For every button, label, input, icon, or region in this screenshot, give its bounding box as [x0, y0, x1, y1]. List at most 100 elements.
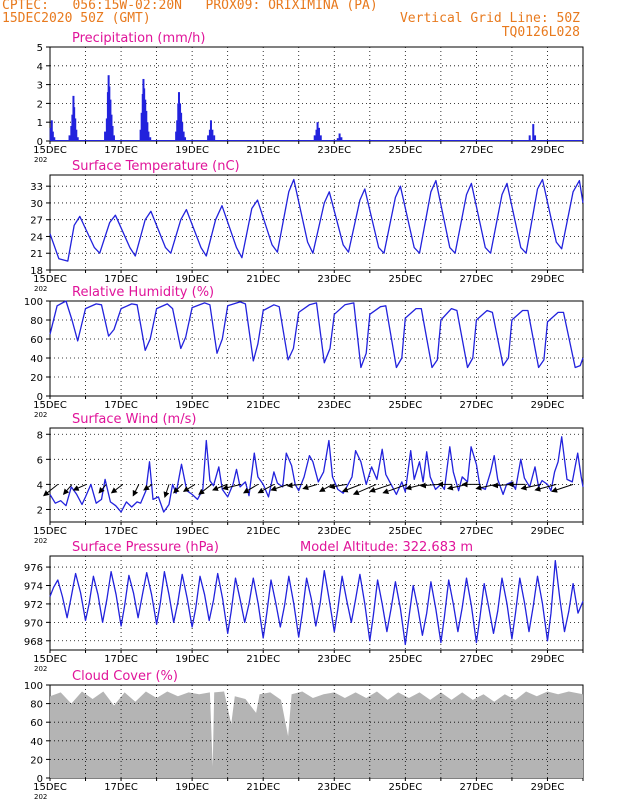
precip-bar — [104, 131, 107, 141]
precip-bar — [336, 138, 339, 141]
y-tick-label: 2 — [37, 99, 43, 110]
x-year-label: 202 — [34, 665, 47, 673]
x-tick-label: 25DEC — [388, 145, 422, 156]
x-tick-label: 17DEC — [104, 274, 138, 285]
panel-surface_temperature: 18 21 24 27 30 33 15DEC 17DEC 19DEC 21DEC 23DEC 25D… — [30, 159, 584, 293]
x-tick-label: 27DEC — [460, 782, 494, 793]
precip-bar — [74, 118, 77, 141]
y-tick-label: 5 — [37, 43, 43, 54]
x-tick-label: 15DEC — [33, 654, 67, 665]
wind-vector — [551, 483, 574, 493]
x-tick-label: 23DEC — [317, 782, 351, 793]
precip-bar — [112, 135, 115, 141]
x-tick-label: 27DEC — [460, 145, 494, 156]
precip-bar — [316, 122, 319, 141]
panel-title: Precipitation (mm/h) — [72, 31, 205, 46]
x-tick-label: 19DEC — [175, 782, 209, 793]
y-tick-label: 20 — [30, 373, 43, 384]
x-year-label: 202 — [34, 411, 47, 419]
wind-vector — [419, 482, 440, 489]
wind-vector — [286, 482, 302, 489]
x-tick-label: 17DEC — [104, 526, 138, 537]
plot-frame — [49, 46, 584, 142]
plot-frame — [49, 427, 584, 523]
wind-vector — [110, 483, 124, 494]
precip-bar — [176, 120, 179, 141]
wind-vector — [382, 483, 408, 494]
panel-title: Cloud Cover (%) — [72, 669, 178, 684]
x-tick-label: 15DEC — [33, 782, 67, 793]
x-tick-label: 21DEC — [246, 654, 280, 665]
panel-precipitation: 0 1 2 3 4 5 15DEC 17DEC 19DEC 21DEC 23DEC 25DEC 27DE… — [33, 31, 584, 164]
wind-vector — [198, 484, 212, 495]
wind-vector — [62, 484, 73, 495]
x-tick-label: 25DEC — [388, 400, 422, 411]
wind-vector — [143, 483, 153, 491]
series-line-surface_temperature — [49, 178, 584, 262]
wind-vector — [132, 484, 140, 497]
wind-vector — [328, 483, 347, 490]
precip-bar — [182, 131, 185, 141]
wind-vector — [221, 483, 242, 491]
y-tick-label: 970 — [24, 618, 43, 629]
x-tick-label: 29DEC — [531, 526, 565, 537]
panel-title: Surface Pressure (hPa) — [72, 540, 219, 555]
x-tick-label: 19DEC — [175, 526, 209, 537]
wind-vector — [369, 483, 392, 493]
y-tick-label: 40 — [30, 354, 43, 365]
precip-bar — [179, 103, 182, 141]
header-grid-line-label: Vertical Grid Line: 50Z — [399, 11, 580, 26]
panel-title: Surface Temperature (nC) — [72, 159, 240, 174]
x-tick-label: 23DEC — [317, 274, 351, 285]
wind-vector — [72, 483, 87, 491]
precip-bar — [111, 125, 114, 141]
y-tick-label: 40 — [30, 737, 43, 748]
x-tick-label: 19DEC — [175, 274, 209, 285]
x-tick-label: 23DEC — [317, 145, 351, 156]
precip-bar — [532, 124, 535, 141]
y-tick-label: 6 — [37, 455, 43, 466]
series-line-surface_pressure — [49, 559, 584, 646]
x-tick-label: 23DEC — [317, 654, 351, 665]
wind-vector — [182, 483, 196, 492]
x-tick-label: 15DEC — [33, 526, 67, 537]
plot-frame — [49, 174, 584, 271]
x-tick-label: 27DEC — [460, 274, 494, 285]
x-tick-label: 15DEC — [33, 145, 67, 156]
precip-bar — [53, 137, 56, 141]
x-tick-label: 25DEC — [388, 274, 422, 285]
precip-bar — [139, 129, 142, 141]
precip-bar — [181, 122, 184, 141]
y-tick-label: 2 — [37, 505, 43, 516]
y-tick-label: 18 — [30, 266, 43, 277]
precip-bar — [177, 92, 180, 141]
y-tick-label: 0 — [37, 774, 43, 785]
x-tick-label: 17DEC — [104, 654, 138, 665]
precip-bar — [184, 137, 187, 141]
x-tick-label: 17DEC — [104, 782, 138, 793]
precip-bar — [149, 137, 152, 141]
precip-bar — [145, 110, 148, 141]
wind-vector — [520, 483, 542, 491]
y-tick-label: 4 — [37, 480, 43, 491]
precip-bar — [49, 127, 52, 141]
precip-bar — [73, 107, 76, 141]
x-tick-label: 27DEC — [460, 526, 494, 537]
x-tick-label: 29DEC — [531, 400, 565, 411]
x-tick-label: 25DEC — [388, 654, 422, 665]
x-tick-label: 29DEC — [531, 654, 565, 665]
x-year-label: 202 — [34, 793, 47, 800]
y-tick-label: 974 — [24, 581, 43, 592]
precip-bar — [317, 127, 320, 141]
wind-vector — [534, 483, 557, 492]
precip-bar — [76, 137, 79, 141]
precip-bar — [207, 135, 210, 141]
precip-bar — [209, 120, 212, 141]
x-tick-label: 19DEC — [175, 145, 209, 156]
plot-frame — [49, 300, 584, 397]
x-tick-label: 25DEC — [388, 526, 422, 537]
panel-surface_pressure: 968 970 972 974 976 15DEC 17DEC 19DEC 21DEC 23DEC… — [24, 540, 584, 673]
y-tick-label: 30 — [30, 199, 43, 210]
wind-vector — [163, 484, 170, 498]
